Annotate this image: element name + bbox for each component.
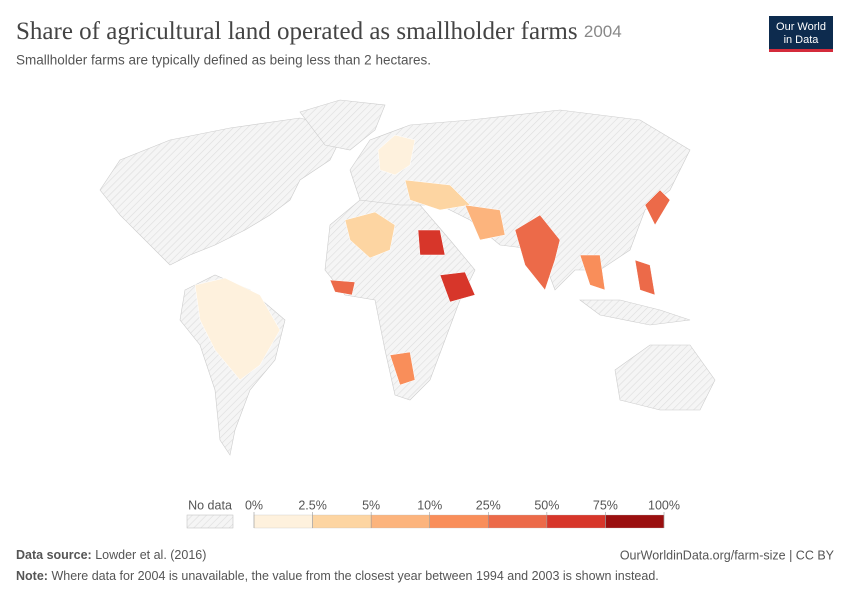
country-shape [417, 229, 446, 256]
country-shape [464, 204, 506, 241]
title: Share of agricultural land operated as s… [16, 18, 622, 45]
australia [614, 344, 716, 411]
source: Data source: Lowder et al. (2016) [16, 548, 206, 562]
logo-box [769, 16, 833, 52]
country-shape [389, 351, 416, 386]
note-text: Where data for 2004 is unavailable, the … [51, 569, 658, 583]
legend-tick-label: 50% [534, 498, 559, 512]
legend-bin [370, 514, 430, 529]
logo: Our World in Data [769, 16, 833, 52]
note-label: Note: [16, 569, 48, 583]
country-shape [194, 277, 281, 381]
map [99, 99, 716, 456]
country-shape [644, 189, 671, 226]
greenland [299, 99, 386, 151]
legend-no-data-swatch [186, 514, 234, 529]
subtitle: Smallholder farms are typically defined … [16, 53, 431, 68]
legend: No data 0% 2.5% 5% 10% 25% 50% 75% 100% [186, 498, 680, 529]
url: OurWorldinData.org/farm-size | CC BY [620, 548, 835, 562]
country-shape [634, 259, 656, 296]
legend-no-data-label: No data [188, 498, 232, 512]
source-text: Lowder et al. (2016) [95, 548, 206, 562]
logo-text: Our World [776, 21, 826, 33]
source-label: Data source: [16, 548, 92, 562]
logo-text: in Data [784, 34, 820, 46]
logo-bar [769, 49, 833, 52]
country-shape [404, 179, 471, 211]
legend-tick-label: 2.5% [298, 498, 327, 512]
country-shape [514, 214, 561, 291]
legend-bin [546, 514, 606, 529]
legend-tick-label: 75% [593, 498, 618, 512]
note: Note: Where data for 2004 is unavailable… [16, 569, 659, 583]
country-shape [329, 279, 356, 296]
legend-tick-label: 5% [362, 498, 380, 512]
legend-bin [429, 514, 489, 529]
legend-bin [488, 514, 548, 529]
country-shape [579, 254, 606, 291]
legend-tick-label: 10% [417, 498, 442, 512]
country-shape [377, 134, 416, 176]
legend-bin [605, 514, 665, 529]
legend-bin [253, 514, 313, 529]
legend-bin [312, 514, 372, 529]
north-america [99, 117, 346, 266]
legend-tick-label: 100% [648, 498, 680, 512]
indonesia [579, 299, 691, 326]
title-text: Share of agricultural land operated as s… [16, 18, 578, 45]
year: 2004 [584, 22, 622, 41]
country-shape [344, 211, 396, 259]
legend-tick-label: 0% [245, 498, 263, 512]
legend-tick-label: 25% [476, 498, 501, 512]
country-shape [439, 271, 476, 303]
